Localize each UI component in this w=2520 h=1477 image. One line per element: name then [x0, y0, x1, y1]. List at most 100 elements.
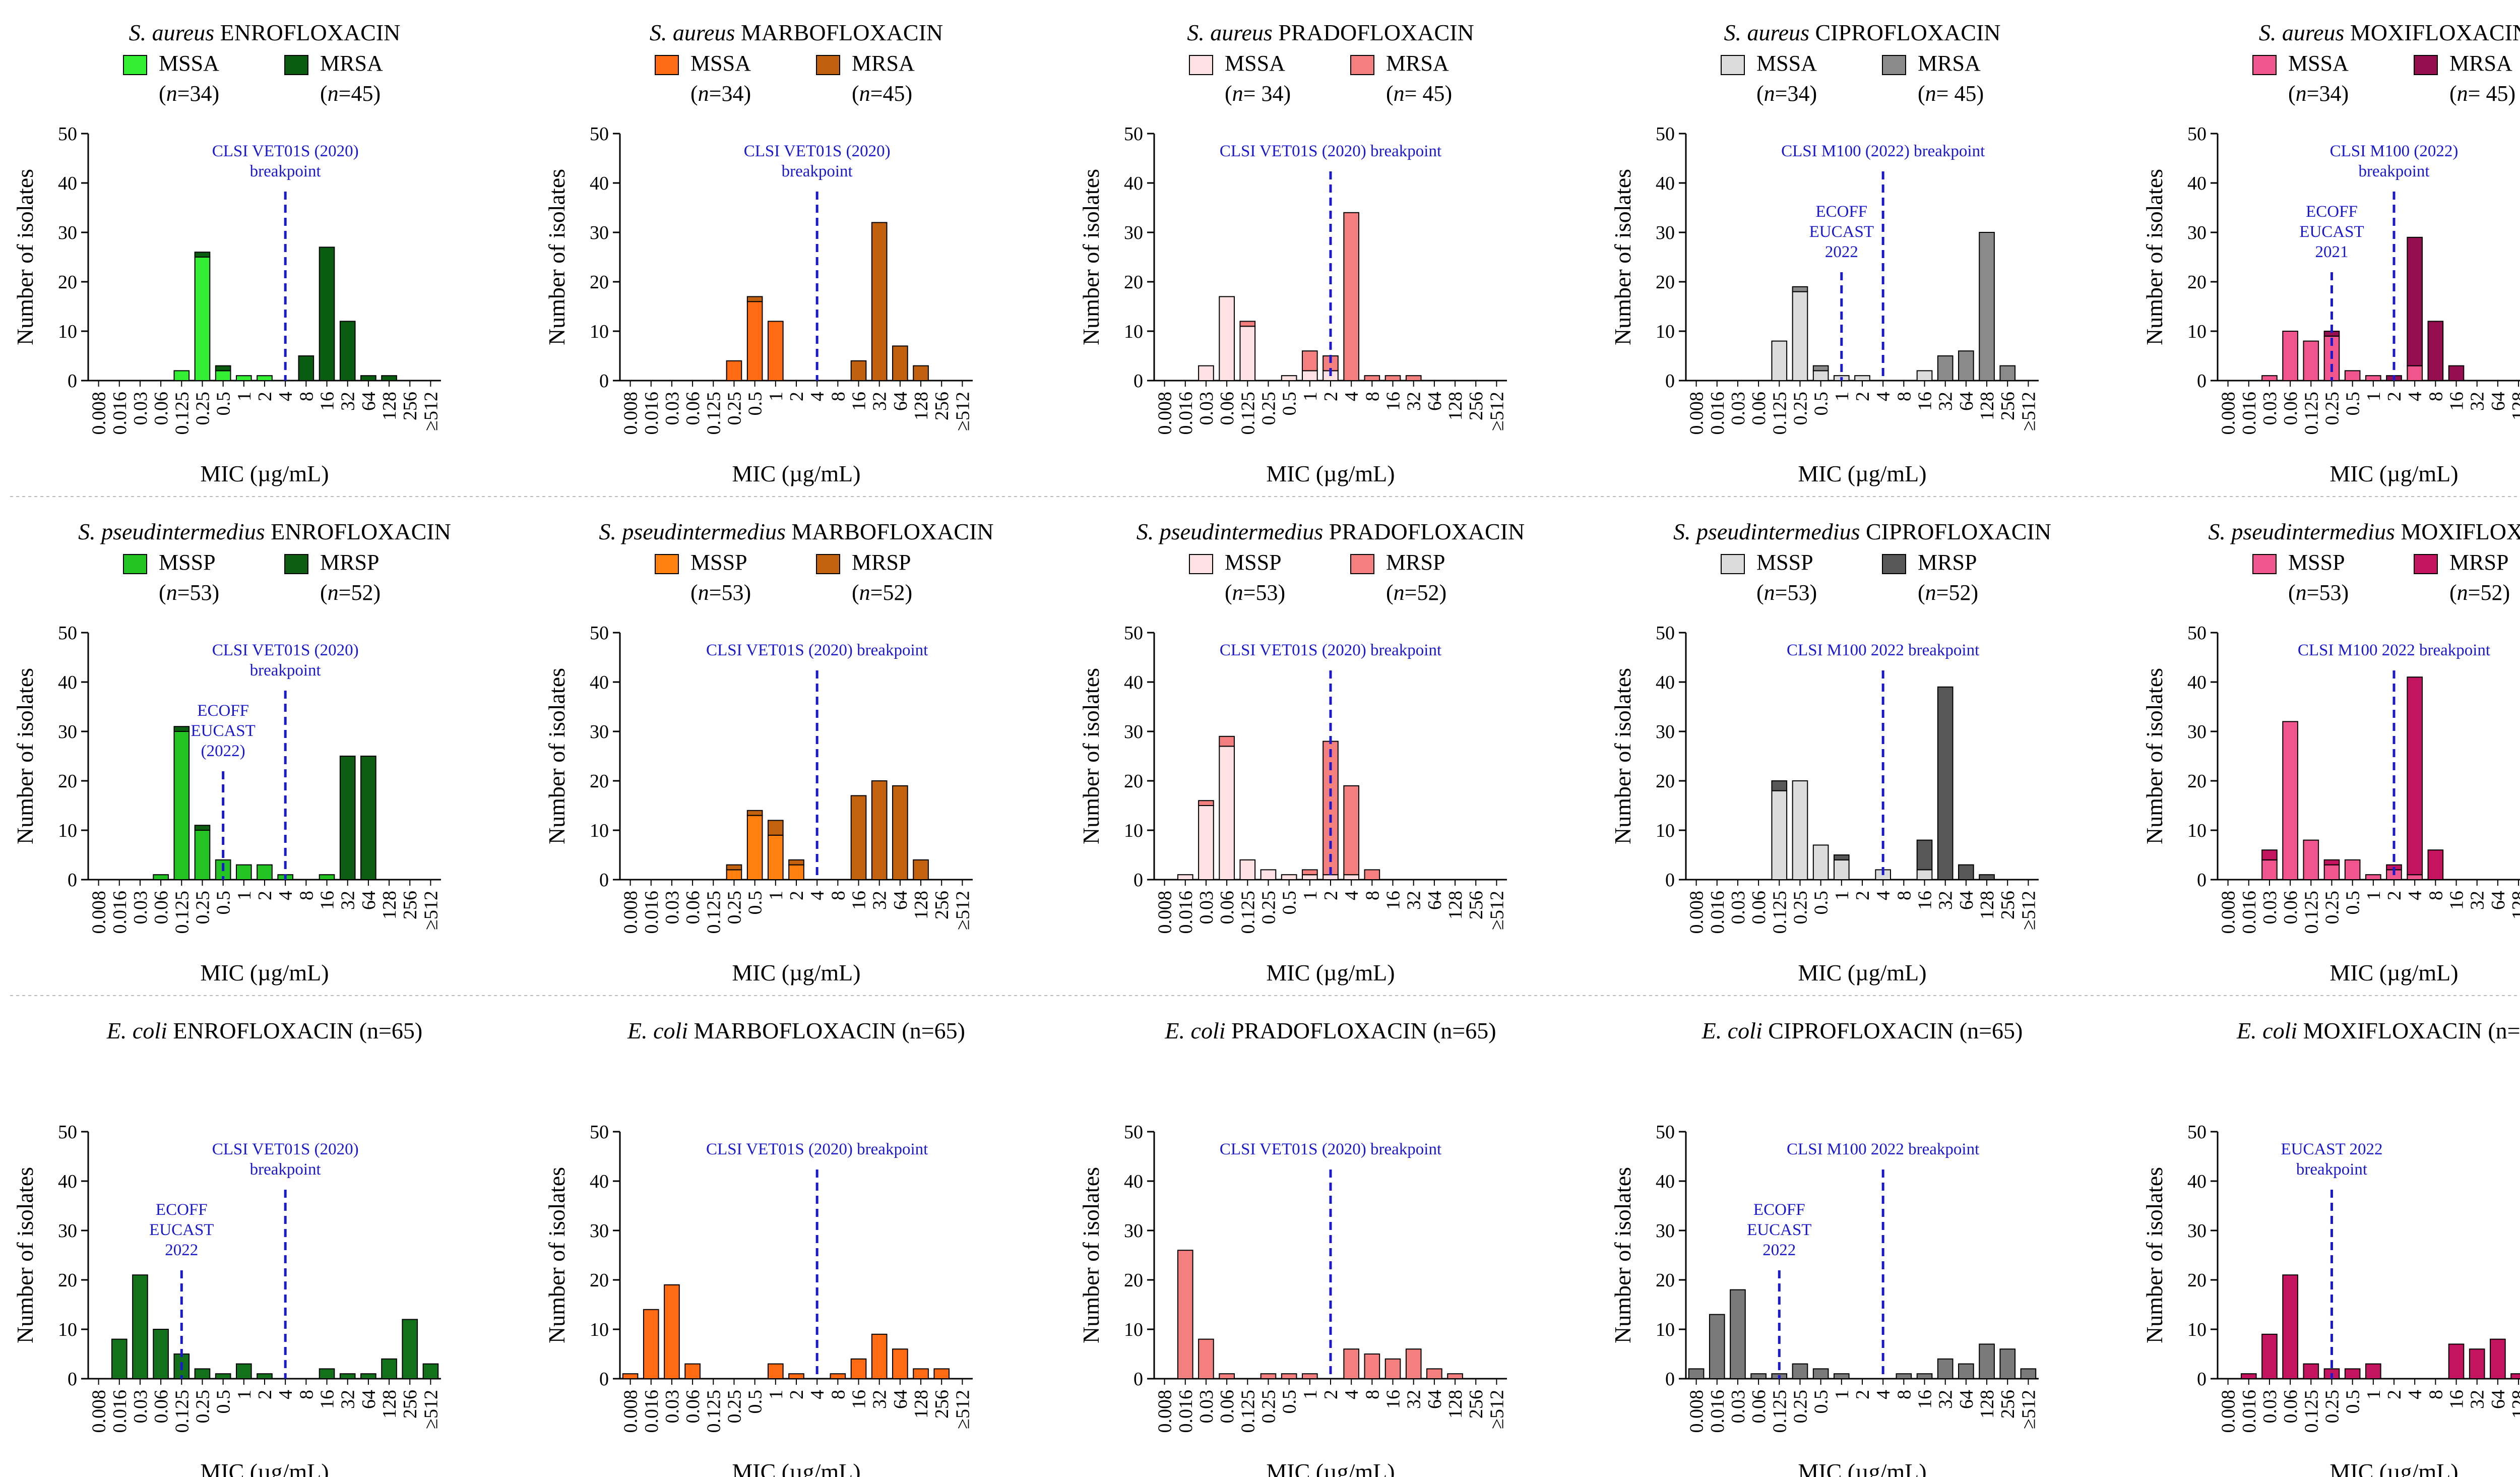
x-tick-label: 256: [1997, 392, 2019, 420]
legend-swatch: [1882, 554, 1906, 574]
title-drug: CIPROFLOXACIN (n=65): [1762, 1018, 2023, 1043]
x-axis-label: MIC (µg/mL): [732, 1459, 860, 1477]
x-tick-label: 0.016: [2239, 392, 2260, 435]
bar-mrsp-1: [1302, 869, 1318, 876]
panel-title: S. pseudintermedius PRADOFLOXACIN: [1137, 519, 1525, 544]
x-tick-label: 16: [1915, 392, 1936, 411]
x-tick-label: 8: [2425, 1390, 2446, 1399]
x-tick-label: 0.03: [2259, 392, 2281, 425]
x-tick-label: 32: [869, 1390, 891, 1409]
x-tick-label: 256: [1997, 891, 2019, 919]
legend-n: (n=52): [852, 580, 912, 605]
y-tick-label: 30: [58, 222, 77, 243]
bar-isolates-1: [2365, 1363, 2381, 1380]
bar-isolates-128: [2510, 1373, 2520, 1379]
x-tick-label: 2: [2384, 1390, 2405, 1399]
x-tick-label: 2: [1852, 1390, 1873, 1399]
legend-swatch: [1350, 55, 1374, 75]
bar-mrsa-128: [913, 365, 929, 381]
bar-mssp-0.016: [1177, 874, 1193, 880]
x-tick-label: 0.06: [1748, 392, 1770, 425]
x-tick-label: 4: [275, 1390, 296, 1399]
x-tick-label: 4: [1341, 891, 1362, 900]
x-tick-label: 8: [2425, 891, 2446, 900]
bar-isolates-64: [1426, 1368, 1442, 1379]
x-tick-label: 0.125: [1769, 1390, 1790, 1433]
y-tick-label: 50: [1656, 623, 1675, 644]
x-tick-label: 64: [358, 891, 380, 910]
x-tick-label: 0.016: [1175, 891, 1196, 934]
bar-isolates-1: [768, 1363, 784, 1380]
x-tick-label: 2: [786, 1390, 807, 1399]
legend-label: MRSP: [852, 550, 911, 575]
bar-mssa-4: [2407, 365, 2423, 381]
y-tick-label: 30: [2187, 1220, 2207, 1242]
x-tick-label: 0.125: [703, 1390, 724, 1433]
y-tick-label: 20: [1124, 272, 1143, 293]
bar-isolates-8: [1896, 1373, 1912, 1379]
y-tick-label: 10: [2187, 1319, 2207, 1340]
y-tick-label: 50: [2187, 124, 2207, 145]
breakpoint-label: CLSI M100 2022 breakpoint: [1787, 1140, 1979, 1158]
bar-mrsa-8: [298, 355, 314, 381]
x-tick-label: 8: [296, 1390, 317, 1399]
x-tick-label: 0.008: [1155, 891, 1176, 934]
bar-isolates-8: [1364, 1353, 1380, 1379]
bar-mrsp-0.03: [2261, 849, 2278, 860]
bar-mssa-0.125: [1771, 340, 1788, 381]
x-tick-label: 64: [1424, 392, 1445, 411]
y-tick-label: 20: [58, 771, 77, 792]
breakpoint-label: CLSI VET01S (2020) breakpoint: [706, 641, 928, 659]
title-species: E. coli: [106, 1018, 167, 1043]
x-tick-label: 0.03: [662, 1390, 683, 1424]
x-tick-label: 8: [828, 1390, 849, 1399]
bar-isolates-0.25: [1260, 1373, 1277, 1379]
bar-mssa-0.5: [215, 370, 231, 382]
x-tick-label: 2: [1320, 1390, 1342, 1399]
title-species: E. coli: [1702, 1018, 1762, 1043]
title-species: S. aureus: [650, 20, 735, 45]
bar-mrsa-4: [1343, 212, 1360, 381]
bar-isolates-256: [933, 1368, 950, 1379]
legend-label: MSSP: [1756, 550, 1813, 575]
bar-mssa-0.5: [746, 301, 763, 382]
bar-mssa-0.03: [1198, 365, 1214, 381]
panel-title: S. aureus CIPROFLOXACIN: [1724, 20, 2000, 45]
y-tick-label: 0: [1665, 1369, 1675, 1390]
y-tick-label: 50: [1124, 124, 1143, 145]
y-tick-label: 30: [1656, 222, 1675, 243]
y-tick-label: 50: [58, 623, 77, 644]
y-tick-label: 40: [2187, 173, 2207, 194]
bar-mrsp-0.25: [2323, 859, 2340, 866]
y-tick-label: 0: [68, 371, 77, 392]
bar-mssa-1: [236, 375, 252, 382]
x-tick-label: 0.016: [1175, 392, 1196, 435]
y-tick-label: 40: [1656, 1171, 1675, 1192]
y-tick-label: 10: [58, 1319, 77, 1340]
x-axis-label: MIC (µg/mL): [1798, 461, 1926, 486]
x-tick-label: 0.016: [2239, 891, 2260, 934]
bar-isolates-0.03: [1198, 1338, 1214, 1380]
legend-swatch: [1350, 554, 1374, 574]
bar-isolates-0.008: [1688, 1368, 1705, 1379]
legend-n: (n= 45): [1918, 81, 1984, 106]
panel-p20: E. coli ENROFLOXACIN (n=65) 0 10 20 30 40 50 0.…: [12, 1018, 442, 1477]
breakpoint-label: breakpoint: [782, 162, 853, 180]
y-tick-label: 30: [58, 1220, 77, 1242]
breakpoint-label: CLSI VET01S (2020) breakpoint: [1220, 641, 1441, 659]
x-tick-label: 32: [338, 1390, 359, 1409]
x-tick-label: 64: [1956, 1390, 1977, 1409]
x-tick-label: 2: [1852, 891, 1873, 900]
x-tick-label: 32: [1404, 1390, 1425, 1409]
x-tick-label: 0.25: [724, 392, 745, 425]
y-tick-label: 10: [1124, 820, 1143, 841]
bar-isolates-64: [1958, 1363, 1974, 1380]
x-tick-label: 256: [1466, 392, 1487, 420]
y-axis-label: Number of isolates: [1610, 668, 1635, 844]
x-tick-label: 0.016: [1707, 891, 1728, 934]
x-tick-label: 0.5: [1279, 891, 1300, 915]
y-axis-label: Number of isolates: [2141, 169, 2167, 345]
x-tick-label: 8: [1362, 392, 1383, 401]
x-tick-label: 64: [1956, 891, 1977, 910]
bar-mssp-0.25: [1792, 780, 1808, 880]
